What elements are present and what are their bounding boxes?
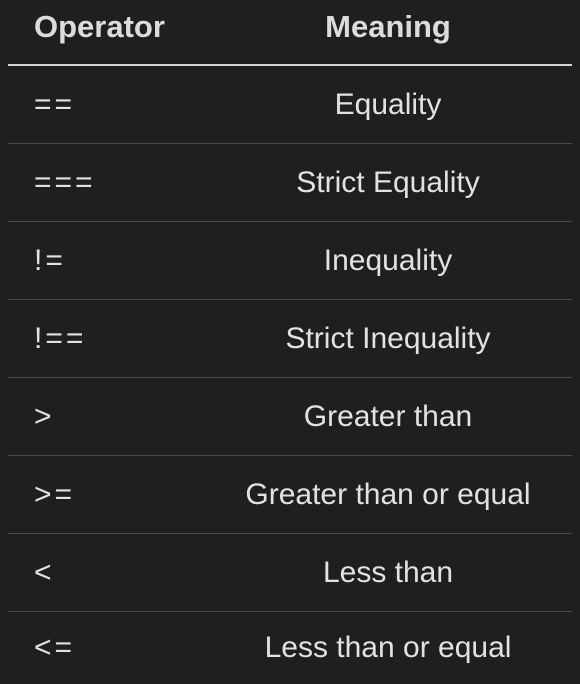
table-header: Operator Meaning: [0, 0, 580, 64]
table-row: > Greater than: [0, 378, 580, 456]
table-row: < Less than: [0, 534, 580, 612]
table-row: <= Less than or equal: [0, 612, 580, 684]
meaning-cell: Equality: [334, 88, 442, 121]
table-row: != Inequality: [0, 222, 580, 300]
column-header-operator: Operator: [34, 9, 165, 44]
meaning-cell: Less than: [322, 556, 454, 589]
table-row: === Strict Equality: [0, 144, 580, 222]
column-header-meaning: Meaning: [325, 9, 451, 44]
row-divider: [8, 143, 572, 144]
operator-cell: !==: [34, 322, 87, 355]
meaning-cell: Strict Equality: [296, 166, 480, 199]
row-divider: [8, 221, 572, 222]
row-divider: [8, 611, 572, 612]
meaning-cell: Greater than or equal: [245, 478, 531, 511]
table-row: >= Greater than or equal: [0, 456, 580, 534]
operator-cell: >=: [34, 478, 76, 511]
operator-cell: ==: [34, 88, 76, 121]
meaning-cell: Strict Inequality: [285, 322, 491, 355]
row-divider: [8, 377, 572, 378]
row-divider: [8, 299, 572, 300]
operator-cell: >: [34, 400, 55, 433]
operator-cell: <=: [34, 631, 76, 664]
operator-cell: !=: [34, 244, 66, 277]
operator-cell: <: [34, 556, 55, 589]
header-divider: [8, 64, 572, 66]
meaning-cell: Greater than: [303, 400, 473, 433]
row-divider: [8, 455, 572, 456]
meaning-cell: Less than or equal: [264, 631, 512, 664]
table-row: !== Strict Inequality: [0, 300, 580, 378]
meaning-cell: Inequality: [323, 244, 453, 277]
operator-cell: ===: [34, 166, 96, 199]
row-divider: [8, 533, 572, 534]
table-row: == Equality: [0, 66, 580, 144]
